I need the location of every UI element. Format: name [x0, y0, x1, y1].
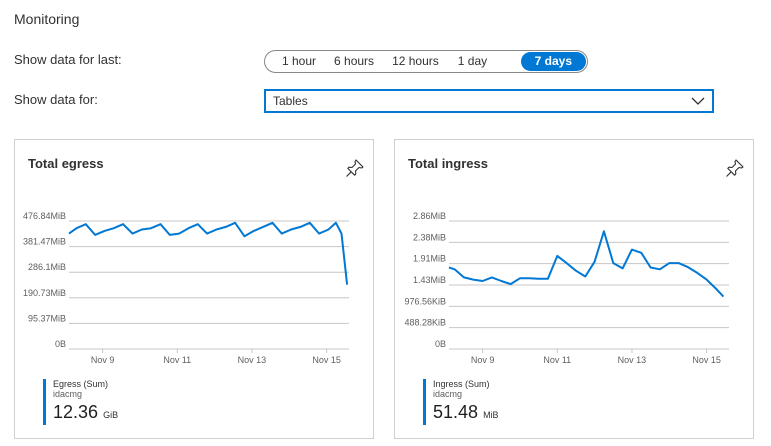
- section-title: Monitoring: [14, 11, 80, 27]
- x-tick-label: Nov 11: [163, 355, 191, 365]
- time-range-label: Show data for last:: [14, 52, 122, 67]
- y-tick-label: 190.73MiB: [23, 288, 66, 298]
- x-tick-label: Nov 9: [471, 355, 495, 365]
- legend-series-name: Egress (Sum): [53, 379, 109, 389]
- time-option-7-days[interactable]: 7 days: [520, 52, 586, 71]
- legend-series-name: Ingress (Sum): [433, 379, 490, 389]
- time-option-1-day[interactable]: 1 day: [457, 54, 488, 68]
- total-number: 51.48: [433, 402, 479, 422]
- data-type-label: Show data for:: [14, 92, 98, 107]
- y-tick-label: 976.56KiB: [404, 296, 446, 306]
- pin-icon[interactable]: [725, 158, 745, 178]
- x-tick-label: Nov 13: [618, 355, 647, 365]
- y-tick-label: 0B: [435, 339, 446, 349]
- y-tick-label: 2.38MiB: [413, 232, 446, 242]
- y-tick-label: 2.86MiB: [413, 211, 446, 221]
- ingress-line-chart: 2.86MiB 2.38MiB 1.91MiB 1.43MiB 976.56KiB 488…: [404, 211, 729, 365]
- dropdown-selected-value: Tables: [273, 94, 308, 108]
- y-tick-label: 0B: [55, 339, 66, 349]
- y-tick-label: 1.91MiB: [413, 254, 446, 264]
- ingress-legend: Ingress (Sum) idacmg 51.48 MiB: [423, 379, 499, 425]
- x-tick-label: Nov 15: [312, 355, 341, 365]
- series-line: [448, 230, 725, 298]
- ingress-chart-card: Total ingress 2.86MiB 2.38MiB 1.91MiB 1.43M…: [394, 139, 754, 439]
- legend-total-value: 12.36 GiB: [53, 402, 118, 425]
- time-range-selector: 1 hour 6 hours 12 hours 1 day 7 days: [264, 50, 588, 73]
- y-tick-label: 476.84MiB: [23, 211, 66, 221]
- egress-line-chart: 476.84MiB 381.47MiB 286.1MiB 190.73MiB 95.37…: [23, 211, 349, 365]
- series-line: [68, 221, 349, 285]
- ingress-card-title: Total ingress: [408, 156, 488, 171]
- egress-chart-card: Total egress 476.84MiB 381.47MiB 286.1MiB 1…: [14, 139, 374, 439]
- y-tick-label: 488.28KiB: [404, 318, 446, 328]
- egress-legend: Egress (Sum) idacmg 12.36 GiB: [43, 379, 118, 425]
- chevron-down-icon: [691, 97, 705, 105]
- total-number: 12.36: [53, 402, 99, 422]
- time-option-1-hour[interactable]: 1 hour: [282, 54, 317, 68]
- total-unit: MiB: [483, 410, 499, 420]
- legend-total-value: 51.48 MiB: [433, 402, 499, 425]
- x-tick-label: Nov 11: [543, 355, 571, 365]
- egress-card-title: Total egress: [28, 156, 104, 171]
- x-tick-label: Nov 15: [692, 355, 721, 365]
- x-tick-label: Nov 13: [238, 355, 267, 365]
- total-unit: GiB: [103, 410, 119, 420]
- legend-resource-name: idacmg: [433, 389, 463, 399]
- y-tick-label: 1.43MiB: [413, 275, 446, 285]
- time-option-6-hours[interactable]: 6 hours: [334, 54, 375, 68]
- pin-icon[interactable]: [345, 158, 365, 178]
- y-tick-label: 381.47MiB: [23, 237, 66, 247]
- time-option-12-hours[interactable]: 12 hours: [392, 54, 439, 68]
- y-tick-label: 286.1MiB: [28, 262, 66, 272]
- data-type-dropdown[interactable]: Tables: [264, 89, 714, 113]
- y-tick-label: 95.37MiB: [28, 313, 66, 323]
- legend-resource-name: idacmg: [53, 389, 83, 399]
- x-tick-label: Nov 9: [91, 355, 115, 365]
